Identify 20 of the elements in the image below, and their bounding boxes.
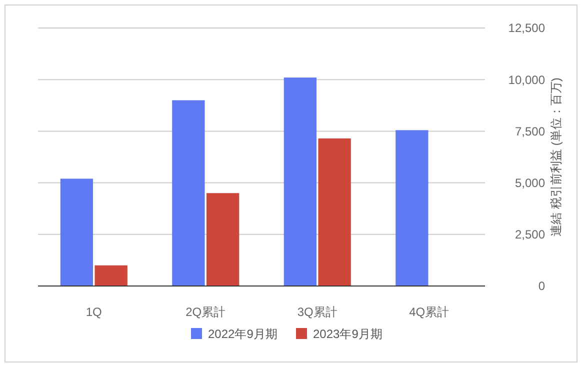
bar (318, 138, 351, 286)
legend-label: 2022年9月期 (208, 327, 278, 342)
y-tick-label: 12,500 (508, 21, 546, 36)
x-tick-label: 4Q累計 (409, 305, 450, 319)
x-tick-label: 2Q累計 (186, 305, 226, 319)
legend-label: 2023年9月期 (313, 327, 382, 342)
x-tick-label: 1Q (86, 305, 102, 319)
bar (94, 265, 128, 286)
y-tick-label: 10,000 (508, 72, 546, 87)
y-tick-label: 0 (538, 279, 546, 294)
x-tick-label: 3Q累計 (297, 305, 338, 319)
bar (206, 193, 240, 286)
y-tick-label: 2,500 (514, 228, 546, 242)
y-tick-label: 5,000 (514, 176, 546, 190)
bar (396, 130, 428, 286)
bar (60, 178, 94, 286)
y-tick-label: 7,500 (514, 124, 546, 138)
bar (284, 78, 317, 286)
y-axis-title: 連結 税引前利益 (単位：百万) (549, 78, 563, 236)
bar (172, 100, 205, 286)
